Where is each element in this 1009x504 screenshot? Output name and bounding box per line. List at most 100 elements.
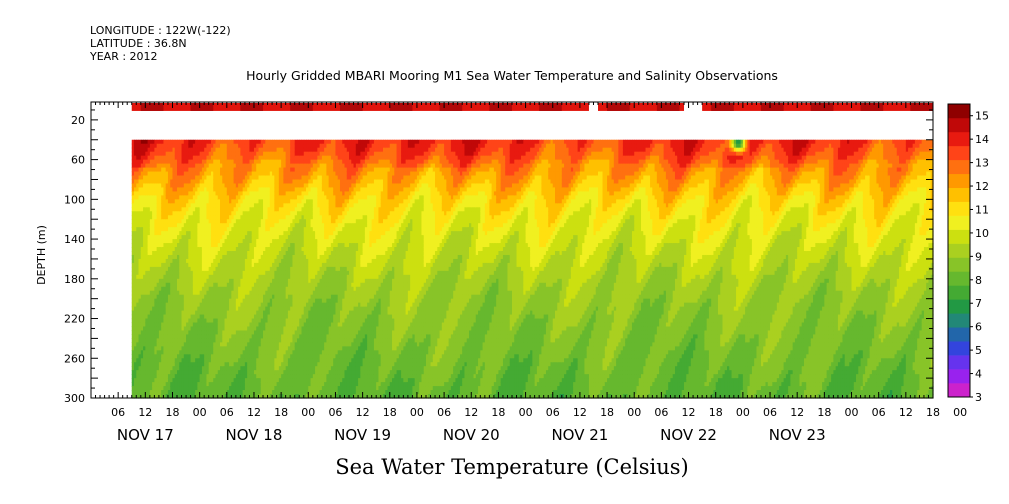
surface-strip-patch <box>760 102 784 111</box>
heatmap-cell <box>238 179 241 185</box>
heatmap-cell <box>197 159 201 165</box>
heatmap-cell <box>235 394 239 399</box>
heatmap-cell <box>183 302 187 308</box>
heatmap-cell <box>204 346 208 351</box>
heatmap-cell <box>149 350 153 355</box>
heatmap-cell <box>134 330 137 336</box>
heatmap-cell <box>199 354 203 359</box>
heatmap-cell <box>158 223 162 228</box>
heatmap-cell <box>215 191 219 196</box>
heatmap-cell <box>235 143 239 149</box>
heatmap-cell <box>242 314 246 320</box>
heatmap-cell <box>222 378 226 383</box>
heatmap-cell <box>213 298 217 304</box>
heatmap-cell <box>190 250 194 256</box>
heatmap-cell <box>206 330 210 336</box>
heatmap-cell <box>131 274 135 280</box>
heatmap-cell <box>179 286 183 292</box>
heatmap-cell <box>158 346 162 351</box>
heatmap-cell <box>170 314 174 320</box>
heatmap-cell <box>163 302 167 308</box>
heatmap-cell <box>240 278 244 284</box>
heatmap-cell <box>192 183 196 189</box>
heatmap-cell <box>186 171 189 177</box>
heatmap-cell <box>217 215 221 220</box>
heatmap-cell <box>213 338 217 343</box>
heatmap-cell <box>204 199 208 204</box>
heatmap-cell <box>222 199 226 204</box>
heatmap-cell <box>210 171 214 177</box>
heatmap-cell <box>247 342 251 347</box>
heatmap-cell <box>152 203 155 208</box>
heatmap-cell <box>158 266 162 272</box>
heatmap-cell <box>149 247 153 252</box>
heatmap-cell <box>156 151 160 157</box>
heatmap-cell <box>167 362 171 367</box>
heatmap-cell <box>229 239 232 244</box>
heatmap-cell <box>199 346 203 351</box>
heatmap-cell <box>220 342 223 347</box>
heatmap-cell <box>222 215 226 220</box>
heatmap-cell <box>145 211 149 216</box>
heatmap-cell <box>161 254 165 260</box>
heatmap-cell <box>190 382 194 387</box>
heatmap-cell <box>149 294 153 300</box>
surface-strip-patch <box>910 102 933 111</box>
heatmap-cell <box>220 175 223 181</box>
heatmap-cell <box>233 227 237 232</box>
heatmap-cell <box>188 342 192 347</box>
heatmap-cell <box>131 155 135 161</box>
heatmap-cell <box>136 155 140 161</box>
heatmap-cell <box>131 310 135 316</box>
heatmap-cell <box>199 334 203 339</box>
heatmap-cell <box>152 239 155 244</box>
heatmap-cell <box>147 219 151 224</box>
heatmap-cell <box>183 219 187 224</box>
heatmap-cell <box>201 310 205 316</box>
heatmap-cell <box>167 370 171 375</box>
heatmap-cell <box>190 159 194 165</box>
heatmap-cell <box>156 139 160 145</box>
heatmap-cell <box>215 250 219 256</box>
heatmap-cell <box>147 326 151 332</box>
heatmap-cell <box>177 290 180 296</box>
heatmap-cell <box>220 231 223 236</box>
heatmap-cell <box>131 386 135 391</box>
heatmap-cell <box>147 239 151 244</box>
heatmap-cell <box>199 159 203 165</box>
heatmap-cell <box>195 175 198 181</box>
heatmap-cell <box>226 175 230 181</box>
heatmap-cell <box>147 254 151 260</box>
heatmap-cell <box>226 338 230 343</box>
heatmap-cell <box>156 298 160 304</box>
heatmap-cell <box>195 266 198 272</box>
heatmap-cell <box>192 274 196 280</box>
heatmap-cell <box>217 187 221 192</box>
heatmap-cell <box>226 187 230 192</box>
heatmap-cell <box>247 171 251 177</box>
heatmap-cell <box>179 187 183 192</box>
heatmap-cell <box>195 378 198 383</box>
heatmap-cell <box>208 175 212 181</box>
heatmap-cell <box>224 215 228 220</box>
heatmap-cell <box>208 155 212 161</box>
heatmap-cell <box>163 211 167 216</box>
heatmap-cell <box>183 342 187 347</box>
heatmap-cell <box>204 239 208 244</box>
heatmap-cell <box>201 179 205 185</box>
heatmap-cell <box>156 306 160 312</box>
heatmap-cell <box>206 266 210 272</box>
heatmap-cell <box>226 382 230 387</box>
heatmap-cell <box>170 334 174 339</box>
heatmap-cell <box>154 183 158 189</box>
heatmap-cell <box>183 179 187 185</box>
heatmap-cell <box>208 254 212 260</box>
heatmap-cell <box>215 278 219 284</box>
heatmap-cell <box>242 231 246 236</box>
heatmap-cell <box>149 179 153 185</box>
heatmap-cell <box>174 326 178 332</box>
heatmap-cell <box>199 270 203 276</box>
heatmap-cell <box>226 302 230 308</box>
heatmap-cell <box>174 183 178 189</box>
